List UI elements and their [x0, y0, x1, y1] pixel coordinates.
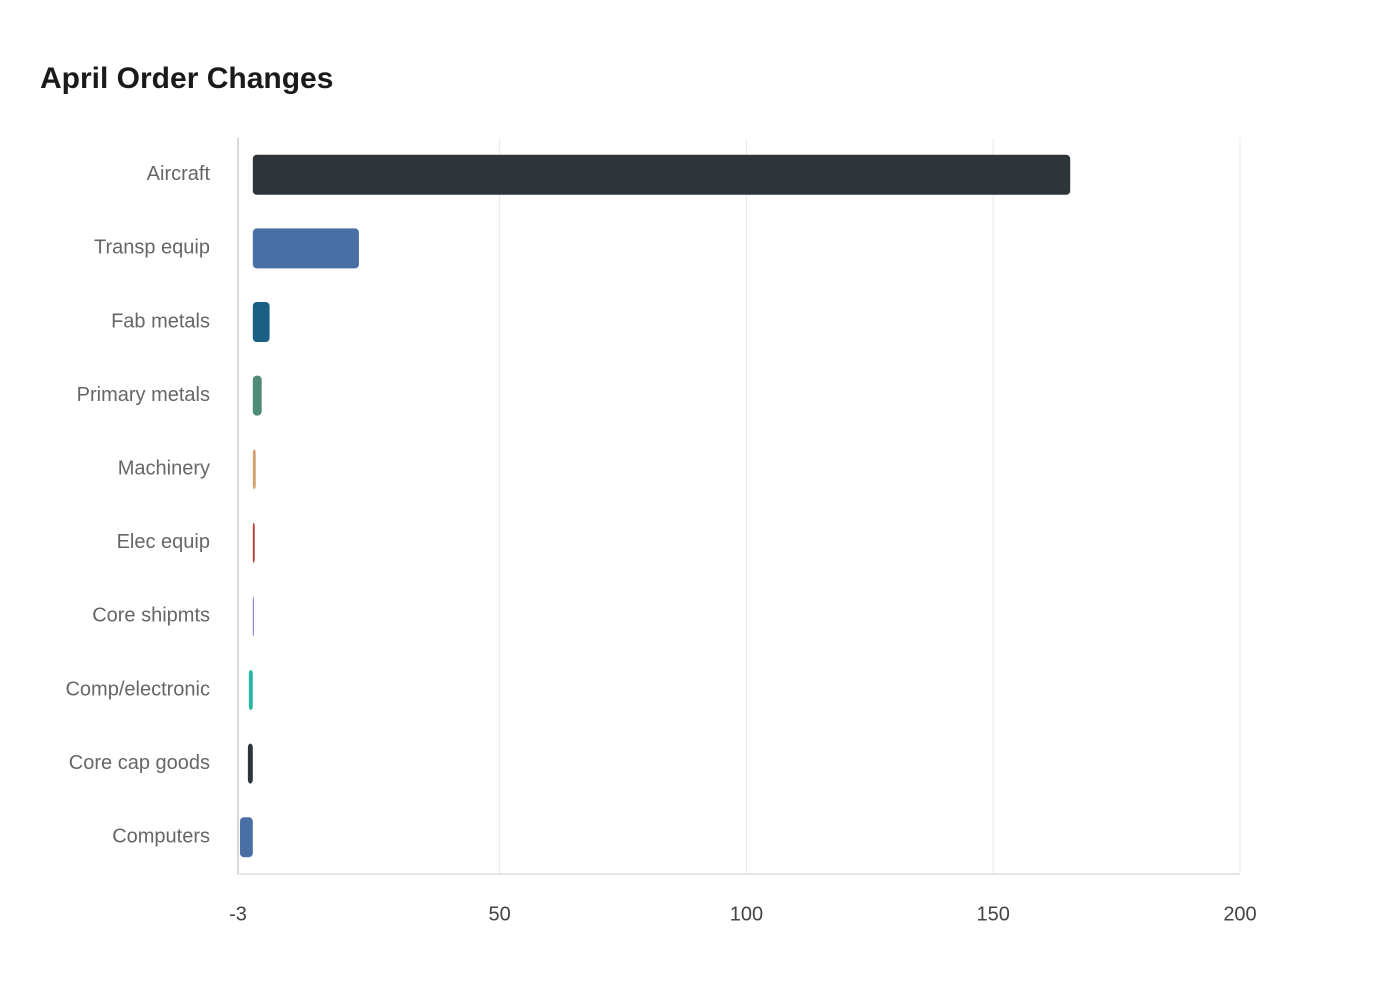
y-tick-label: Comp/electronic: [65, 678, 210, 700]
x-tick-label: 50: [488, 903, 510, 925]
bar: [252, 302, 270, 342]
bar: [252, 375, 262, 416]
y-tick-label: Computers: [112, 825, 210, 847]
x-tick-label: -3: [229, 903, 247, 925]
bar: [252, 154, 1071, 195]
y-tick-label: Fab metals: [111, 310, 210, 332]
chart-title: April Order Changes: [40, 62, 333, 95]
y-tick-label: Core shipmts: [92, 605, 210, 627]
bar: [252, 228, 359, 269]
y-tick-label: Transp equip: [94, 237, 210, 259]
y-tick-label: Machinery: [118, 457, 210, 479]
bar: [252, 449, 256, 490]
y-tick-label: Core cap goods: [69, 752, 210, 774]
x-tick-label: 150: [977, 903, 1010, 925]
y-tick-label: Elec equip: [117, 531, 210, 553]
x-tick-label: 100: [730, 903, 763, 925]
bar: [239, 817, 253, 858]
bar: [247, 743, 253, 784]
bar: [252, 522, 255, 563]
x-tick-label: 200: [1223, 903, 1256, 925]
bar: [248, 670, 253, 710]
bar: [252, 596, 254, 637]
y-tick-label: Aircraft: [147, 163, 211, 185]
y-tick-label: Primary metals: [77, 384, 210, 406]
